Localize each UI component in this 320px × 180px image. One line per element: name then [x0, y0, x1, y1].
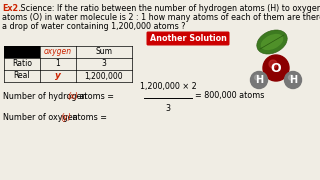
Text: 3: 3	[165, 104, 171, 113]
Text: (y): (y)	[60, 113, 71, 122]
Text: 1,200,000: 1,200,000	[85, 71, 123, 80]
Text: Number of oxygen: Number of oxygen	[3, 113, 80, 122]
Text: Another Solution: Another Solution	[149, 34, 227, 43]
Text: Ex2.: Ex2.	[2, 4, 21, 13]
Text: Number of hydrogen: Number of hydrogen	[3, 92, 89, 101]
Ellipse shape	[257, 30, 287, 54]
Text: Science: If the ratio between the number of hydrogen atoms (H) to oxygen: Science: If the ratio between the number…	[18, 4, 320, 13]
Circle shape	[269, 60, 277, 68]
Text: atoms (O) in water molecule is 2 : 1 how many atoms of each of them are there in: atoms (O) in water molecule is 2 : 1 how…	[2, 13, 320, 22]
Text: y: y	[55, 71, 61, 80]
Text: 1,200,000 × 2: 1,200,000 × 2	[140, 82, 196, 91]
Text: = 800,000 atoms: = 800,000 atoms	[195, 91, 264, 100]
Text: O: O	[271, 62, 281, 75]
Circle shape	[263, 55, 289, 81]
Text: H: H	[289, 75, 297, 85]
Text: atoms =: atoms =	[77, 92, 116, 101]
Text: oxygen: oxygen	[44, 48, 72, 57]
Text: Sum: Sum	[95, 48, 113, 57]
Bar	[4, 46, 40, 58]
Text: Ratio: Ratio	[12, 60, 32, 69]
Text: 3: 3	[101, 60, 107, 69]
Text: 1: 1	[56, 60, 60, 69]
Text: a drop of water containing 1,200,000 atoms ?: a drop of water containing 1,200,000 ato…	[2, 22, 186, 31]
Text: atoms =: atoms =	[70, 113, 107, 122]
Circle shape	[289, 75, 293, 80]
Circle shape	[251, 71, 268, 89]
FancyBboxPatch shape	[147, 32, 229, 45]
Ellipse shape	[261, 34, 283, 50]
Circle shape	[254, 75, 260, 80]
Text: Real: Real	[14, 71, 30, 80]
Text: (x): (x)	[67, 92, 78, 101]
Circle shape	[284, 71, 301, 89]
Text: H: H	[255, 75, 263, 85]
